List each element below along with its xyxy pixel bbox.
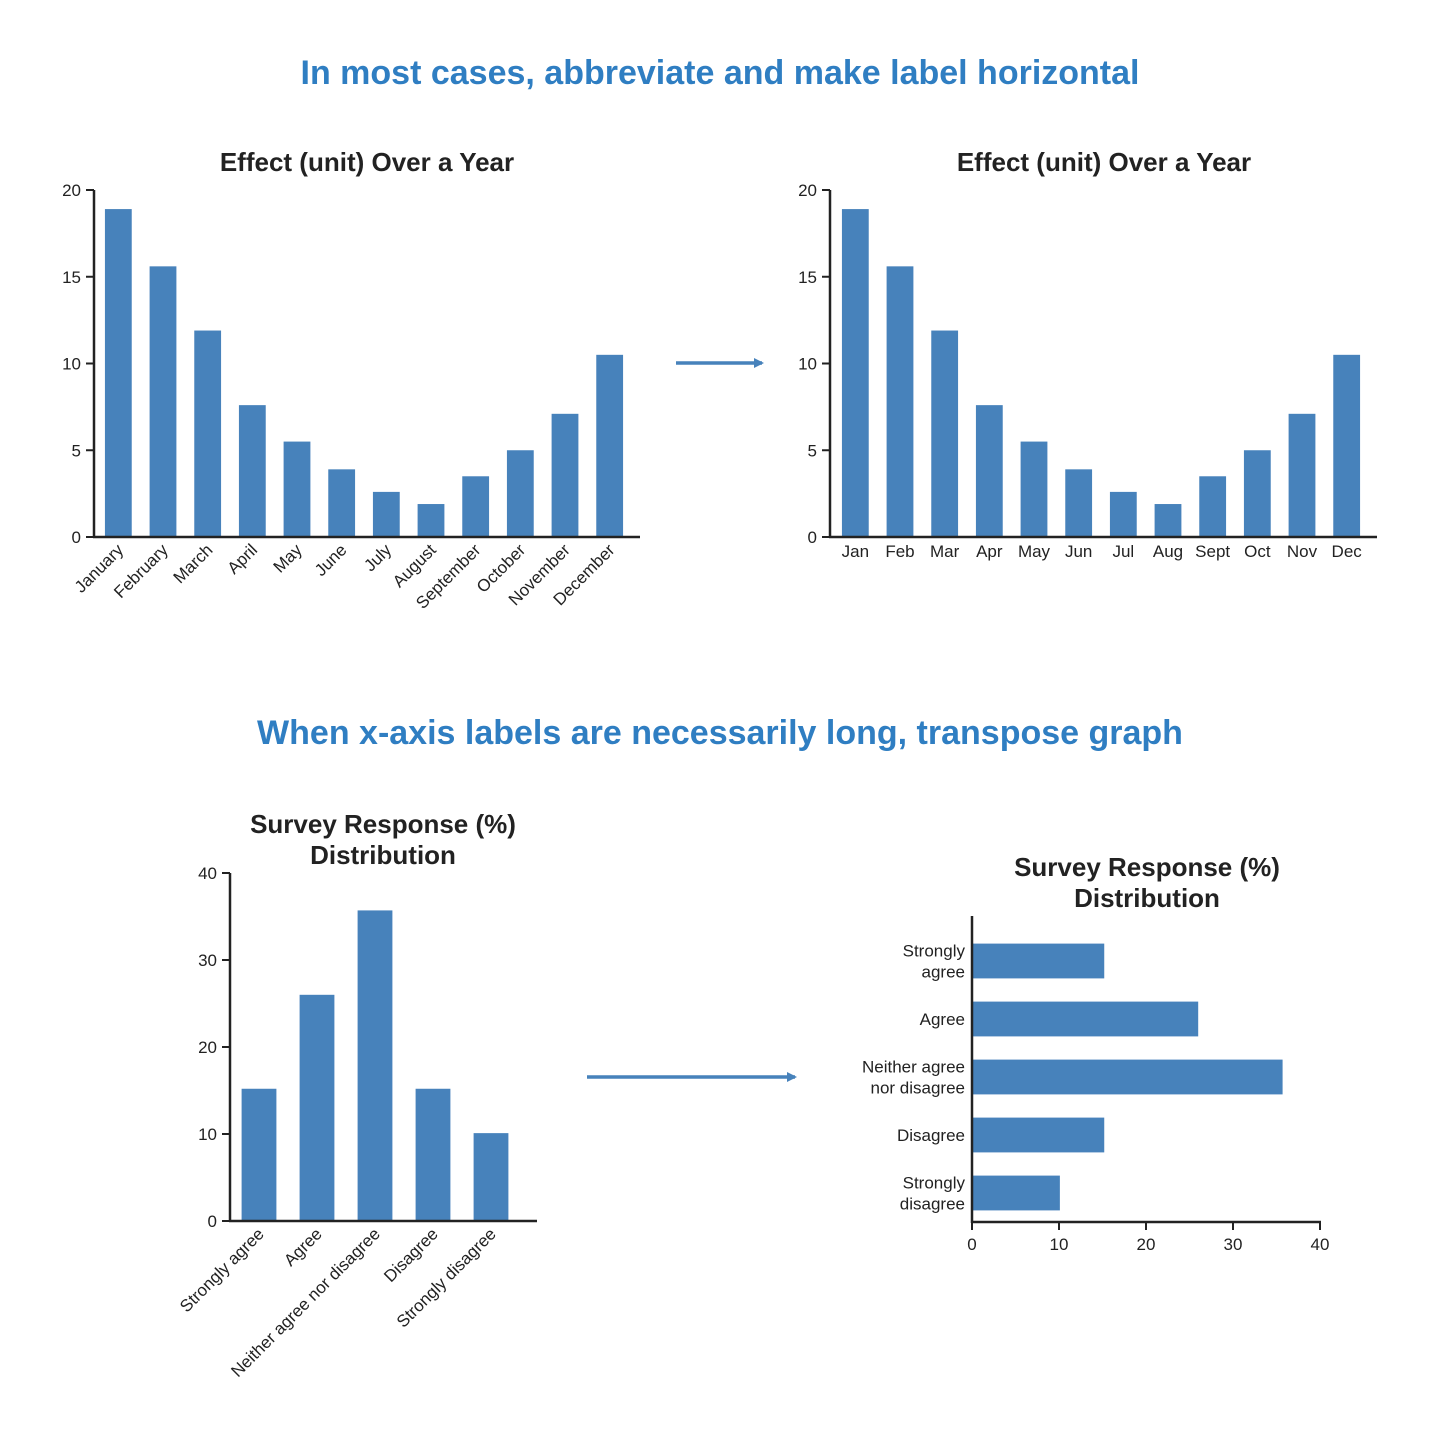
- y-tick-label: Strongly: [903, 1174, 966, 1193]
- bottom-heading: When x-axis labels are necessarily long,…: [257, 714, 1183, 752]
- chart-title: Distribution: [1074, 883, 1220, 913]
- bar: [841, 209, 869, 537]
- y-tick-label: 0: [808, 528, 817, 547]
- bar: [241, 1088, 277, 1221]
- y-tick-label: 5: [808, 441, 817, 460]
- bar: [1288, 413, 1316, 537]
- x-tick-label: Feb: [885, 542, 914, 561]
- bar: [149, 266, 177, 537]
- bar: [473, 1133, 509, 1221]
- x-tick-label: 40: [1311, 1235, 1330, 1254]
- y-tick-label: 15: [62, 268, 81, 287]
- y-tick-label: Disagree: [897, 1126, 965, 1145]
- x-tick-label: Jan: [842, 542, 869, 561]
- bar: [1333, 354, 1361, 537]
- chart-title: Effect (unit) Over a Year: [220, 147, 514, 177]
- x-tick-label: Oct: [1244, 542, 1271, 561]
- bar: [328, 469, 356, 537]
- bar: [1243, 450, 1271, 537]
- x-tick-label: Aug: [1153, 542, 1183, 561]
- bar: [972, 1117, 1105, 1153]
- bar: [283, 441, 311, 537]
- y-tick-label: agree: [922, 963, 965, 982]
- y-tick-label: 5: [72, 441, 81, 460]
- chart-title: Survey Response (%): [1014, 852, 1280, 882]
- bar: [1154, 504, 1182, 537]
- bar: [506, 450, 534, 537]
- y-tick-label: nor disagree: [870, 1079, 965, 1098]
- monthly-effect-chart-rotated: Effect (unit) Over a Year05101520January…: [62, 147, 640, 613]
- bar: [972, 943, 1105, 979]
- bar: [1109, 491, 1137, 537]
- x-tick-label: Jun: [1065, 542, 1092, 561]
- monthly-effect-chart-abbreviated: Effect (unit) Over a Year 0 5 10 15 20 Jan Feb M…: [798, 147, 1377, 561]
- y-tick-label: 10: [798, 355, 817, 374]
- y-tick-label: 40: [198, 864, 217, 883]
- y-tick-label: 10: [198, 1125, 217, 1144]
- bar: [194, 330, 222, 537]
- bar: [1065, 469, 1093, 537]
- y-tick-label: 20: [798, 181, 817, 200]
- x-tick-label: June: [311, 540, 351, 580]
- bar: [299, 994, 335, 1221]
- x-tick-label: 10: [1050, 1235, 1069, 1254]
- x-tick-label: Strongly agree: [176, 1224, 268, 1316]
- chart-title: Distribution: [310, 840, 456, 870]
- x-tick-label: Mar: [930, 542, 960, 561]
- bar: [415, 1088, 451, 1221]
- y-tick-label: 15: [798, 268, 817, 287]
- bar: [931, 330, 959, 537]
- bar: [596, 354, 624, 537]
- y-tick-label: Strongly: [903, 942, 966, 961]
- bar: [104, 209, 132, 537]
- survey-response-vertical-chart: Survey Response (%)Distribution 0 10 20 30 40…: [176, 809, 537, 1381]
- bar: [972, 1001, 1199, 1037]
- bar: [972, 1059, 1283, 1095]
- x-tick-label: May: [1018, 542, 1051, 561]
- y-tick-label: 30: [198, 951, 217, 970]
- y-tick-label: disagree: [900, 1195, 965, 1214]
- x-tick-label: Disagree: [380, 1224, 442, 1286]
- bar: [1199, 476, 1227, 537]
- x-tick-label: July: [360, 540, 395, 575]
- bar: [972, 1175, 1060, 1211]
- x-tick-label: 30: [1224, 1235, 1243, 1254]
- x-tick-label: Strongly disagree: [393, 1224, 500, 1331]
- chart-title: Effect (unit) Over a Year: [957, 147, 1251, 177]
- x-tick-label: April: [224, 540, 261, 577]
- x-tick-label: Agree: [280, 1224, 326, 1270]
- x-tick-label: Apr: [976, 542, 1003, 561]
- y-tick-label: 20: [198, 1038, 217, 1057]
- chart-title: Survey Response (%): [250, 809, 516, 839]
- x-tick-label: March: [170, 540, 217, 587]
- bar: [1020, 441, 1048, 537]
- bar: [462, 476, 490, 537]
- bar: [551, 413, 579, 537]
- x-tick-label: 0: [967, 1235, 976, 1254]
- y-tick-label: 0: [72, 528, 81, 547]
- x-tick-label: Dec: [1332, 542, 1363, 561]
- x-tick-label: May: [270, 540, 306, 576]
- survey-response-horizontal-chart: Survey Response (%)Distribution 0 10 20 30 40…: [862, 852, 1329, 1254]
- bar: [372, 491, 400, 537]
- y-tick-label: Neither agree: [862, 1058, 965, 1077]
- y-tick-label: 0: [208, 1212, 217, 1231]
- y-tick-label: 10: [62, 355, 81, 374]
- x-tick-label: 20: [1137, 1235, 1156, 1254]
- x-tick-label: Jul: [1112, 542, 1134, 561]
- x-tick-label: Sept: [1195, 542, 1230, 561]
- x-tick-label: Nov: [1287, 542, 1318, 561]
- top-heading: In most cases, abbreviate and make label…: [301, 54, 1140, 92]
- y-tick-label: 20: [62, 181, 81, 200]
- bar: [357, 910, 393, 1221]
- bar: [238, 405, 266, 537]
- y-tick-label: Agree: [920, 1010, 965, 1029]
- bar: [886, 266, 914, 537]
- bar: [975, 405, 1003, 537]
- bar: [417, 504, 445, 537]
